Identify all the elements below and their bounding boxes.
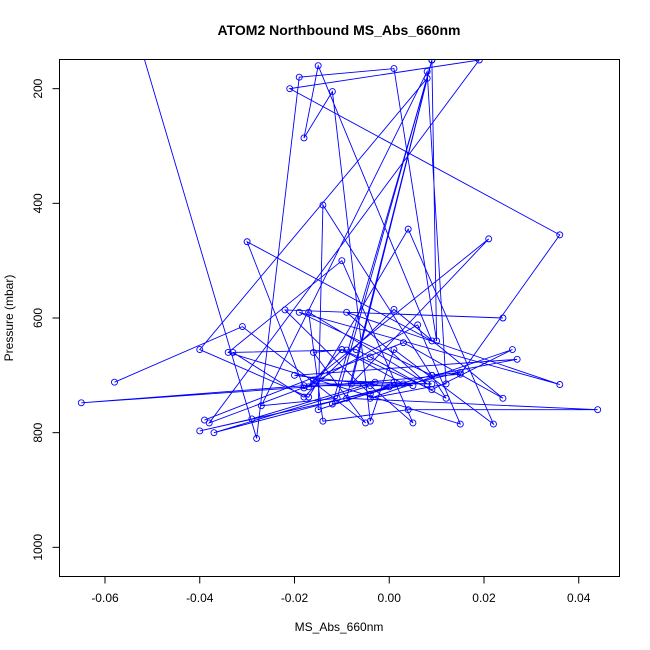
data-point bbox=[309, 348, 317, 356]
data-point bbox=[366, 353, 374, 361]
plot-area bbox=[77, 51, 602, 442]
data-point bbox=[201, 416, 208, 424]
y-tick-label: 600 bbox=[31, 308, 45, 328]
x-tick-label: 0.04 bbox=[567, 591, 591, 605]
data-point bbox=[390, 305, 398, 313]
data-point bbox=[428, 386, 436, 394]
data-point bbox=[291, 371, 298, 379]
x-tick-label: 0.02 bbox=[472, 591, 496, 605]
data-point bbox=[224, 348, 232, 356]
y-axis: 200 400 600 800 1000 bbox=[31, 78, 60, 561]
data-point bbox=[423, 68, 431, 75]
data-point bbox=[305, 308, 313, 316]
data-point bbox=[295, 73, 303, 81]
y-axis-label: Pressure (mbar) bbox=[2, 275, 16, 362]
chart-title: ATOM2 Northbound MS_Abs_660nm bbox=[218, 22, 461, 38]
data-point bbox=[362, 419, 370, 427]
data-point bbox=[423, 74, 431, 82]
data-point bbox=[485, 235, 493, 243]
data-point bbox=[305, 393, 313, 401]
data-point bbox=[409, 382, 417, 390]
plot-frame bbox=[59, 59, 620, 577]
data-point bbox=[490, 420, 497, 428]
data-point bbox=[385, 383, 393, 391]
data-point bbox=[366, 417, 374, 425]
data-point bbox=[352, 346, 360, 353]
data-point bbox=[409, 419, 417, 427]
data-point bbox=[286, 85, 294, 93]
data-point bbox=[314, 406, 322, 414]
data-point bbox=[456, 420, 464, 428]
data-point bbox=[319, 201, 327, 209]
x-axis-label: MS_Abs_660nm bbox=[295, 620, 384, 634]
y-tick-label: 800 bbox=[31, 422, 45, 442]
data-point bbox=[253, 434, 261, 442]
data-point bbox=[400, 339, 407, 347]
series-line-2 bbox=[114, 64, 518, 434]
x-tick-label: 0.00 bbox=[378, 591, 402, 605]
x-tick-label: -0.06 bbox=[91, 591, 119, 605]
data-point bbox=[456, 370, 464, 378]
data-point bbox=[229, 348, 237, 356]
data-point bbox=[404, 225, 412, 233]
data-point bbox=[594, 406, 602, 414]
data-point bbox=[513, 355, 521, 363]
data-point bbox=[238, 323, 246, 331]
data-point bbox=[343, 308, 351, 316]
y-tick-label: 1000 bbox=[31, 534, 45, 561]
data-point bbox=[300, 382, 308, 390]
y-tick-label: 400 bbox=[31, 193, 45, 213]
x-axis: -0.06 -0.04 -0.02 0.00 0.02 0.04 bbox=[91, 576, 591, 605]
data-point bbox=[556, 381, 564, 388]
data-point bbox=[556, 231, 564, 239]
data-point bbox=[328, 400, 336, 408]
data-point bbox=[77, 399, 85, 407]
series-line-1 bbox=[81, 60, 598, 439]
data-point bbox=[390, 65, 398, 73]
data-point bbox=[338, 346, 346, 353]
data-point bbox=[428, 371, 436, 379]
data-point bbox=[300, 134, 308, 142]
y-tick-label: 200 bbox=[31, 78, 45, 98]
data-point bbox=[400, 380, 407, 388]
data-point bbox=[508, 346, 516, 353]
data-point bbox=[111, 378, 118, 386]
data-point bbox=[366, 382, 374, 390]
data-point bbox=[328, 88, 336, 95]
data-point bbox=[300, 393, 308, 401]
data-point bbox=[390, 346, 398, 353]
data-point bbox=[499, 394, 507, 402]
data-point bbox=[295, 308, 303, 316]
data-point bbox=[428, 337, 436, 345]
x-tick-label: -0.02 bbox=[281, 591, 309, 605]
data-point bbox=[343, 346, 351, 354]
data-point bbox=[442, 394, 450, 402]
data-point bbox=[319, 417, 327, 425]
data-point bbox=[140, 51, 146, 57]
data-point bbox=[300, 384, 308, 392]
data-point bbox=[248, 415, 256, 423]
data-point bbox=[196, 346, 204, 353]
data-point bbox=[423, 380, 431, 388]
data-point bbox=[210, 429, 218, 437]
data-point bbox=[428, 60, 436, 64]
data-point bbox=[475, 60, 483, 64]
data-point bbox=[499, 314, 507, 322]
data-point bbox=[314, 62, 322, 70]
data-point bbox=[196, 427, 204, 435]
data-point bbox=[347, 380, 355, 388]
data-point bbox=[338, 257, 346, 265]
data-point bbox=[414, 321, 422, 329]
data-point bbox=[257, 402, 265, 410]
x-tick-label: -0.04 bbox=[186, 591, 214, 605]
data-point bbox=[243, 238, 251, 246]
